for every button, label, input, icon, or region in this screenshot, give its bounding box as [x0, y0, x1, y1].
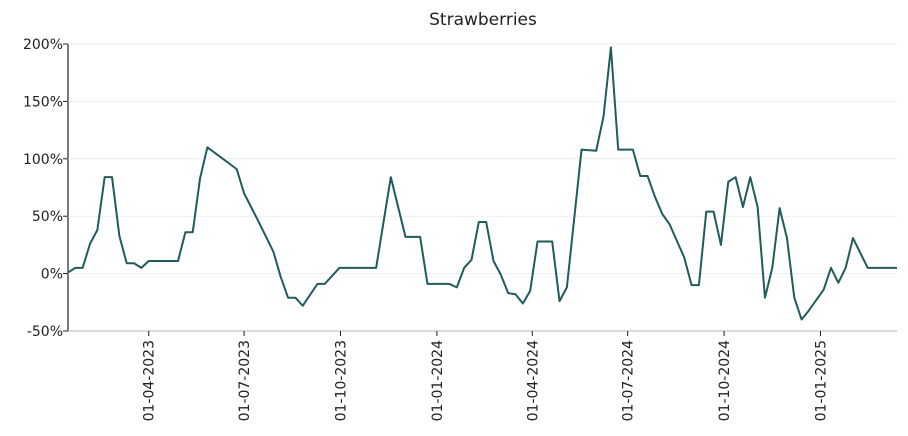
y-tick-label: 200%: [23, 37, 63, 53]
y-tick-label: 0%: [41, 267, 63, 283]
x-tick-label: 01-10-2024: [717, 340, 733, 421]
y-tick-label: 100%: [23, 152, 63, 168]
x-tick-label: 01-01-2025: [813, 340, 829, 421]
data-line: [67, 46, 897, 321]
y-tick-label: 50%: [32, 209, 63, 225]
y-tick-label: 150%: [23, 94, 63, 110]
y-tick-label: -50%: [27, 324, 63, 340]
chart-title: Strawberries: [429, 10, 537, 30]
x-tick-label: 01-04-2024: [525, 340, 541, 421]
x-tick-label: 01-07-2023: [237, 340, 253, 421]
x-tick-label: 01-04-2023: [142, 340, 158, 421]
x-tick-label: 01-10-2023: [333, 340, 349, 421]
x-tick-label: 01-07-2024: [621, 340, 637, 421]
x-tick-label: 01-01-2024: [430, 340, 446, 421]
